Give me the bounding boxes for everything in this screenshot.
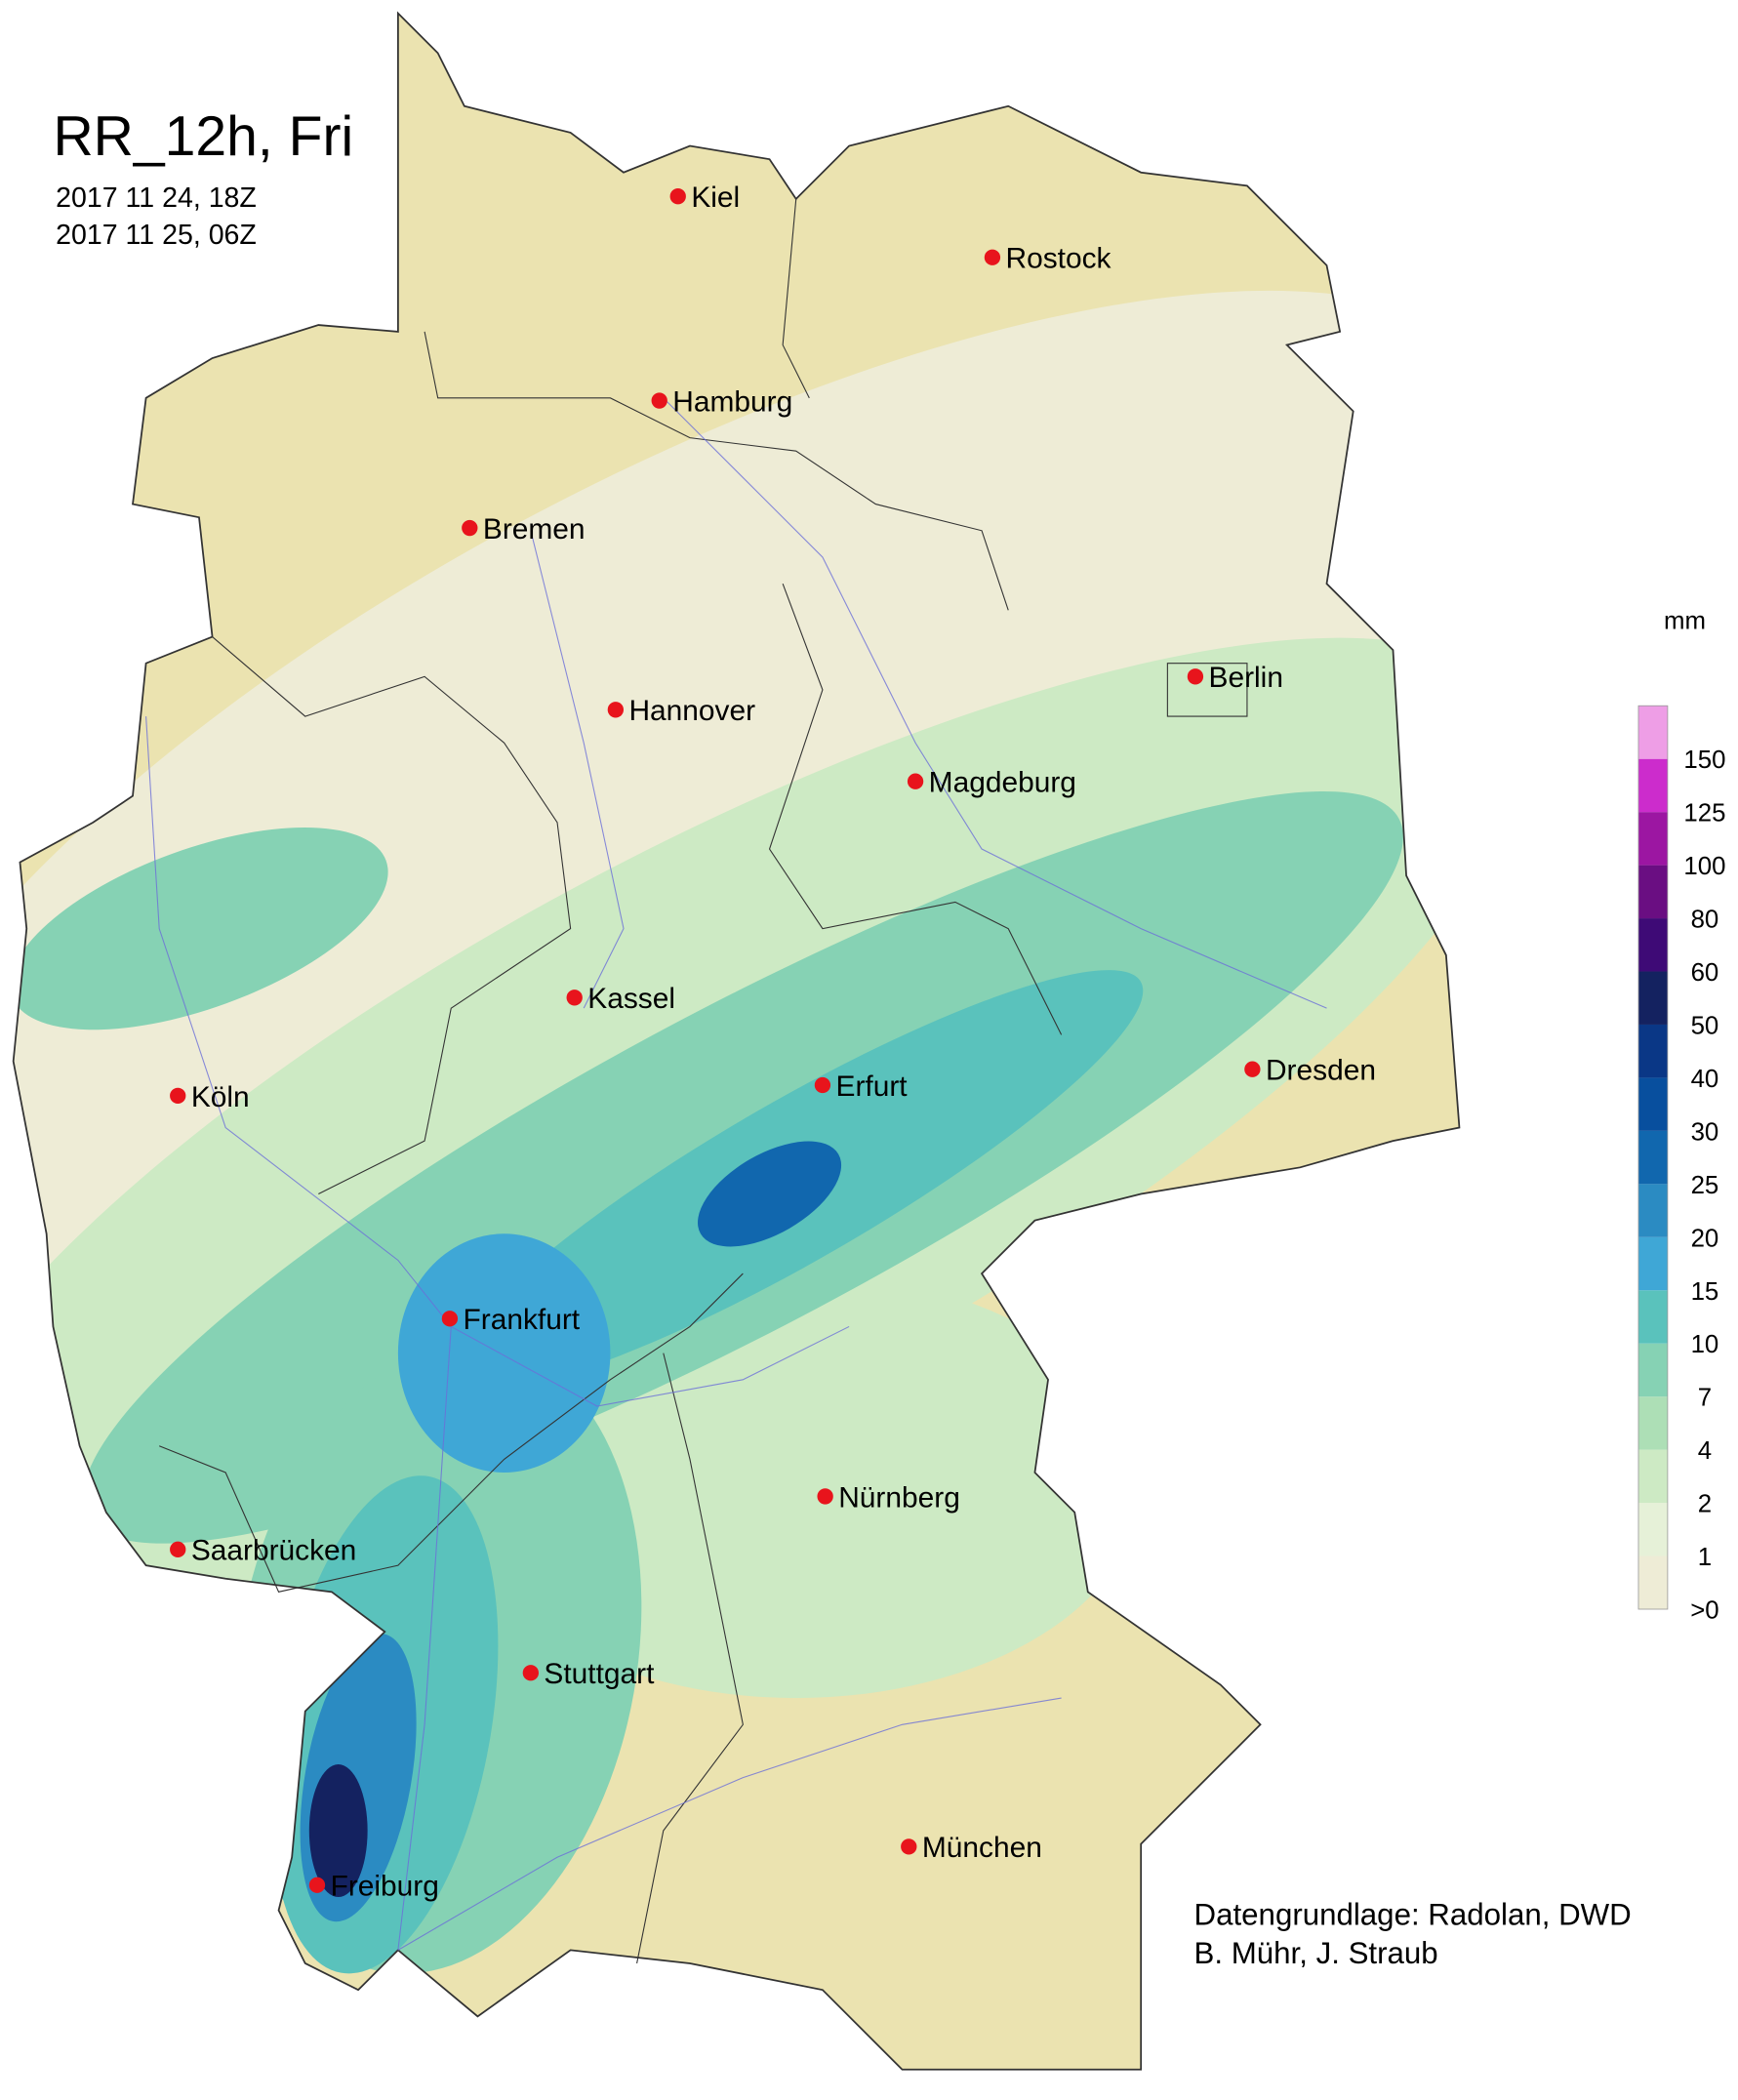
legend-swatch xyxy=(1637,1290,1668,1344)
city-label: Rostock xyxy=(1006,243,1112,275)
city-label: Freiburg xyxy=(331,1871,439,1903)
legend-swatch xyxy=(1637,918,1668,972)
city-label: Saarbrücken xyxy=(191,1535,356,1567)
legend-swatch xyxy=(1637,758,1668,813)
map-title: RR_12h, Fri xyxy=(53,105,353,168)
legend-swatch xyxy=(1637,1555,1668,1610)
legend-swatch xyxy=(1637,865,1668,919)
legend-swatch xyxy=(1637,1449,1668,1504)
city-marker xyxy=(607,702,625,718)
rivers xyxy=(145,397,1327,1951)
city-marker xyxy=(907,773,924,789)
city-label: Nürnberg xyxy=(838,1481,960,1514)
city-label: Dresden xyxy=(1266,1055,1376,1087)
legend-tick-label: 40 xyxy=(1691,1066,1719,1093)
legend-swatch xyxy=(1637,1343,1668,1397)
city-marker xyxy=(669,188,686,205)
legend-tick-label: 4 xyxy=(1698,1437,1712,1465)
city-label: Köln xyxy=(191,1081,250,1113)
period-end: 2017 11 25, 06Z xyxy=(56,220,257,251)
legend-tick-label: 15 xyxy=(1691,1278,1719,1306)
city-label: Frankfurt xyxy=(464,1304,581,1336)
legend-frame xyxy=(1637,705,1669,1610)
city-marker xyxy=(984,249,1001,265)
period-start: 2017 11 24, 18Z xyxy=(56,182,257,214)
city-label: Berlin xyxy=(1209,662,1283,694)
legend-tick-label: 25 xyxy=(1691,1172,1719,1199)
legend-tick-label: 2 xyxy=(1698,1491,1712,1518)
legend-tick-label: 30 xyxy=(1691,1118,1719,1146)
city-marker xyxy=(170,1087,186,1105)
city-marker xyxy=(566,989,583,1006)
legend-swatch xyxy=(1637,1077,1668,1131)
legend-tick-label: 100 xyxy=(1683,853,1725,880)
city-label: Hamburg xyxy=(672,385,792,418)
legend-swatch xyxy=(1637,1130,1668,1185)
legend-tick-label: >0 xyxy=(1690,1597,1718,1625)
credit: B. Mühr, J. Straub xyxy=(1194,1936,1438,1970)
city-marker xyxy=(901,1838,917,1855)
city-label: Erfurt xyxy=(836,1070,909,1103)
city-label: Kiel xyxy=(691,182,740,214)
legend-tick-label: 80 xyxy=(1691,907,1719,934)
legend-tick-label: 50 xyxy=(1691,1012,1719,1039)
legend-swatch xyxy=(1637,812,1668,866)
city-label: Magdeburg xyxy=(929,767,1076,799)
cities: Kiel Rostock Hamburg Bremen Berlin Hannover Ma… xyxy=(170,182,1376,1903)
city-label: Hannover xyxy=(628,695,755,727)
city-marker xyxy=(651,392,667,409)
legend-swatch xyxy=(1637,1184,1668,1237)
legend-tick-label: 60 xyxy=(1691,959,1719,987)
legend: >0 1 2 4 7 10 15 20 25 30 40 50 60 80 100 125 150 xyxy=(1637,705,1725,1625)
city-label: Stuttgart xyxy=(544,1658,655,1690)
legend-swatch xyxy=(1637,1236,1668,1291)
legend-swatch xyxy=(1637,1396,1668,1450)
legend-tick-label: 20 xyxy=(1691,1225,1719,1252)
city-marker xyxy=(814,1076,831,1094)
city-marker xyxy=(170,1541,186,1557)
city-label: München xyxy=(922,1832,1042,1864)
city-marker xyxy=(1187,668,1204,685)
credit: Datengrundlage: Radolan, DWD xyxy=(1194,1898,1632,1932)
legend-tick-label: 7 xyxy=(1698,1385,1712,1412)
legend-tick-label: 150 xyxy=(1683,747,1725,774)
state-borders xyxy=(158,198,1248,1964)
legend-tick-label: 10 xyxy=(1691,1331,1719,1358)
legend-tick-label: 1 xyxy=(1698,1544,1712,1571)
city-marker xyxy=(308,1877,326,1893)
city-marker xyxy=(441,1311,459,1327)
legend-swatch xyxy=(1637,706,1668,759)
city-marker xyxy=(522,1665,539,1681)
city-marker xyxy=(1244,1061,1261,1077)
city-marker xyxy=(817,1488,833,1505)
legend-swatch xyxy=(1637,1024,1668,1078)
legend-swatch xyxy=(1637,1503,1668,1556)
legend-unit: mm xyxy=(1664,607,1706,634)
legend-swatch xyxy=(1637,971,1668,1025)
city-marker xyxy=(462,519,478,537)
city-label: Kassel xyxy=(587,983,675,1015)
legend-tick-label: 125 xyxy=(1683,800,1725,828)
city-label: Bremen xyxy=(483,513,586,545)
